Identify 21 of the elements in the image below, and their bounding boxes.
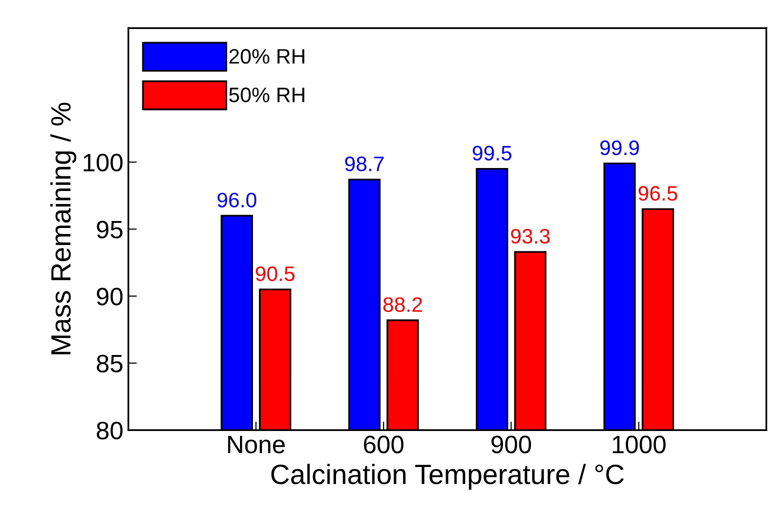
data-label: 99.5 [472,146,512,161]
data-label: 90.5 [256,266,295,282]
x-tick-label: 900 [491,436,532,454]
data-label: 99.9 [600,140,639,156]
y-tick-label: 90 [96,288,123,306]
x-axis-title: Calcination Temperature / °C [271,464,624,490]
x-tick-label: 600 [364,436,404,454]
y-tick-label: 85 [96,354,122,372]
y-tick-label: 95 [96,220,122,238]
y-tick-label: 100 [84,154,123,172]
data-label: 96.0 [218,192,256,208]
data-label: 98.7 [345,156,384,172]
data-label: 96.5 [638,186,678,201]
data-label: 88.2 [383,297,422,312]
data-label: 93.3 [510,228,550,244]
x-tick-label: 1000 [612,436,666,454]
y-axis-title: Mass Remaining / % [50,102,76,354]
legend-label: 20% RH [229,49,304,64]
legend-label: 50% RH [229,88,304,102]
y-tick-label: 80 [96,422,123,440]
x-tick-label: None [228,436,285,454]
